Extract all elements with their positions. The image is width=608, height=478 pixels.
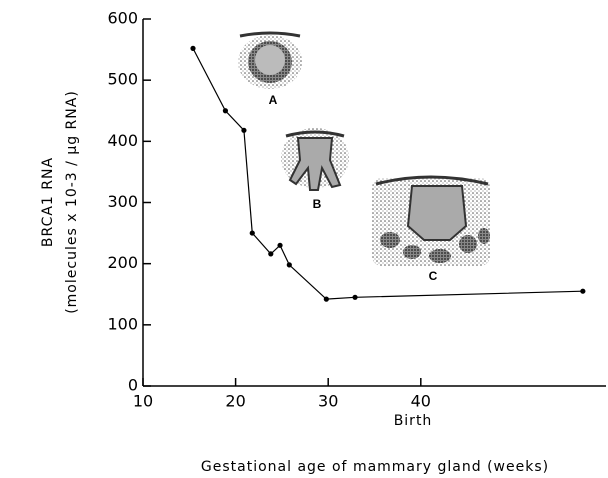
data-point xyxy=(580,289,585,294)
x-tick-label: 10 xyxy=(133,392,153,411)
data-point xyxy=(241,128,246,133)
y-tick-label: 300 xyxy=(107,192,138,211)
data-point xyxy=(277,243,282,248)
y-tick-label: 400 xyxy=(107,131,138,150)
data-point xyxy=(223,108,228,113)
x-tick-label: 30 xyxy=(318,392,338,411)
chart: A B C Birth Gestational age of mammary g… xyxy=(0,0,608,478)
y-axis-label: BRCA1 RNA xyxy=(40,157,56,247)
illustration-a xyxy=(238,33,302,89)
annotation: A xyxy=(269,93,278,107)
data-point xyxy=(324,297,329,302)
data-point xyxy=(268,251,273,256)
annotation: C xyxy=(429,269,438,283)
data-point xyxy=(352,295,357,300)
x-tick-label: 40 xyxy=(411,392,431,411)
y-axis-label: (molecules x 10-3 / µg RNA) xyxy=(64,90,80,314)
y-tick-label: 100 xyxy=(107,314,138,333)
y-tick-label: 600 xyxy=(107,9,138,28)
x-tick-label: 20 xyxy=(225,392,245,411)
annotation: B xyxy=(313,197,322,211)
data-point xyxy=(250,230,255,235)
illustration-c xyxy=(372,177,490,266)
data-point xyxy=(287,262,292,267)
annotation: Birth xyxy=(394,413,433,429)
y-tick-label: 200 xyxy=(107,253,138,272)
y-tick-label: 500 xyxy=(107,70,138,89)
data-point xyxy=(190,46,195,51)
x-axis-label: Gestational age of mammary gland (weeks) xyxy=(201,459,549,475)
illustration-b xyxy=(281,128,349,190)
